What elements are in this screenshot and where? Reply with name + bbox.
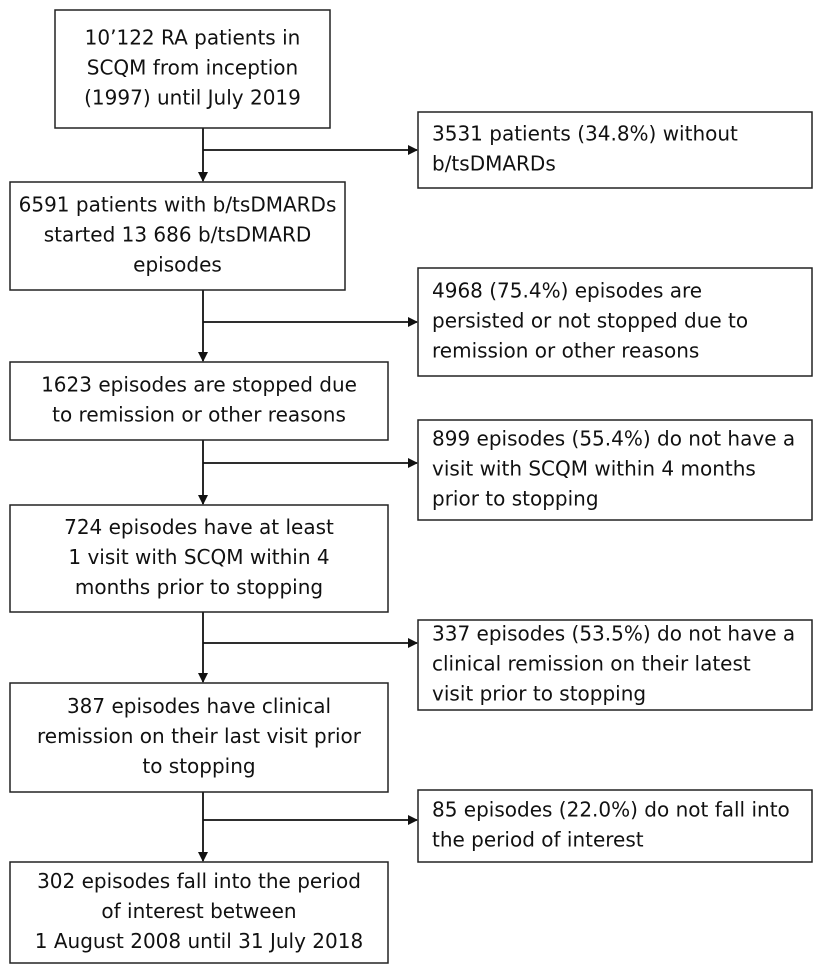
exclusion-text: 85 episodes (22.0%) do not fall into (432, 798, 790, 822)
exclusion-text: clinical remission on their latest (432, 652, 751, 676)
step-box (9, 361, 389, 441)
exclusion-box (417, 111, 813, 189)
exclusion-text: visit with SCQM within 4 months (432, 457, 756, 481)
step-box (9, 861, 389, 964)
exclusion-box (417, 619, 813, 711)
step-text: 1623 episodes are stopped due (41, 373, 357, 397)
step-box (9, 181, 346, 291)
exclusion-text: the period of interest (432, 828, 644, 852)
step-text: 302 episodes fall into the period (37, 869, 361, 893)
exclusion-text: 4968 (75.4%) episodes are (432, 279, 702, 303)
step-text: of interest between (101, 899, 296, 923)
exclusion-text: visit prior to stopping (432, 682, 646, 706)
step-text: episodes (133, 253, 222, 277)
exclusion-box (417, 789, 813, 863)
exclusion-box (417, 419, 813, 521)
step-text: 387 episodes have clinical (67, 694, 331, 718)
step-text: started 13 686 b/tsDMARD (44, 223, 312, 247)
exclusion-text: persisted or not stopped due to (432, 309, 748, 333)
step-box (54, 9, 331, 129)
exclusion-text: b/tsDMARDs (432, 152, 556, 176)
exclusion-text: 3531 patients (34.8%) without (432, 122, 738, 146)
step-text: SCQM from inception (87, 56, 298, 80)
step-text: 1 visit with SCQM within 4 (68, 545, 329, 569)
step-text: to stopping (142, 754, 255, 778)
exclusion-box (417, 267, 813, 377)
exclusion-text: remission or other reasons (432, 339, 699, 363)
exclusion-text: 899 episodes (55.4%) do not have a (432, 427, 795, 451)
exclusion-text: 337 episodes (53.5%) do not have a (432, 622, 795, 646)
step-text: 1 August 2008 until 31 July 2018 (35, 929, 363, 953)
step-box (9, 682, 389, 793)
step-text: 724 episodes have at least (64, 515, 334, 539)
step-text: (1997) until July 2019 (84, 86, 301, 110)
exclusion-text: prior to stopping (432, 487, 599, 511)
step-text: 10’122 RA patients in (85, 26, 301, 50)
step-text: months prior to stopping (75, 575, 323, 599)
step-text: 6591 patients with b/tsDMARDs (19, 193, 337, 217)
step-text: remission on their last visit prior (37, 724, 362, 748)
step-text: to remission or other reasons (52, 403, 346, 427)
step-box (9, 504, 389, 613)
